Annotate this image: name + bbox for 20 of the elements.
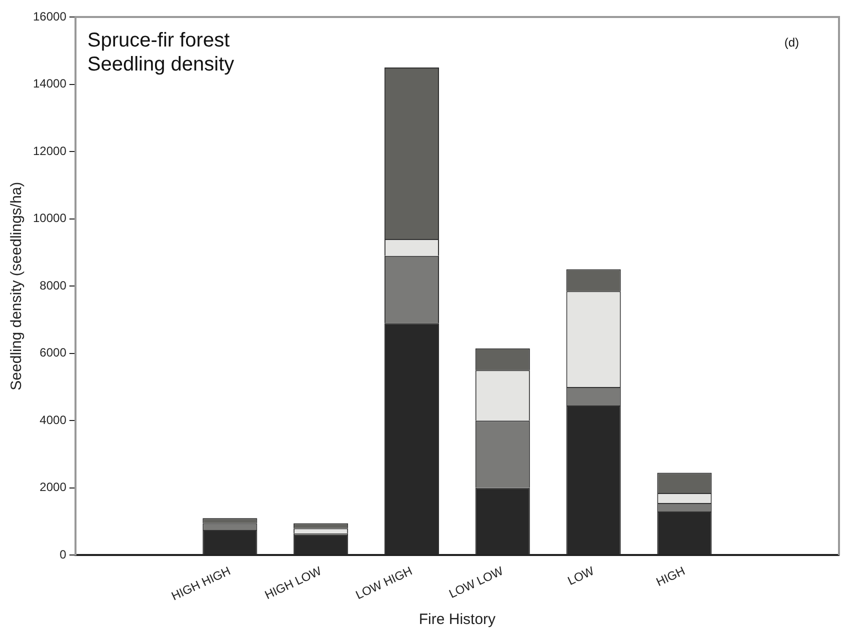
y-tick-label: 4000 bbox=[40, 412, 67, 427]
y-axis-title: Seedling density (seedlings/ha) bbox=[8, 182, 26, 390]
x-axis-title: Fire History bbox=[418, 611, 496, 628]
x-tick-label: LOW LOW bbox=[446, 563, 506, 601]
text: Seedling density bbox=[87, 54, 234, 76]
x-tick-label: LOW HIGH bbox=[353, 564, 414, 602]
text: (d) bbox=[784, 35, 799, 50]
x-tick-label: LOW bbox=[566, 563, 597, 588]
text: Spruce-fir forest bbox=[87, 30, 230, 52]
y-tick-label: 16000 bbox=[32, 9, 67, 24]
x-tick-label: HIGH HIGH bbox=[169, 564, 233, 604]
y-tick-label: 10000 bbox=[32, 211, 67, 226]
x-tick-label: HIGH LOW bbox=[262, 563, 324, 602]
y-tick-label: 12000 bbox=[32, 144, 67, 158]
x-tick-label: HIGH bbox=[654, 564, 688, 590]
y-tick-label: 0 bbox=[60, 547, 67, 562]
y-tick-label: 14000 bbox=[32, 76, 67, 91]
y-tick-label: 2000 bbox=[40, 480, 67, 494]
y-tick-label: 6000 bbox=[40, 346, 67, 360]
y-tick-label: 8000 bbox=[40, 278, 67, 292]
